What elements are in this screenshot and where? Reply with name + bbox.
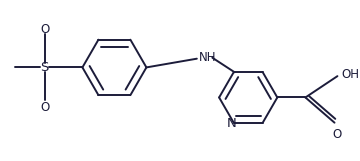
Text: OH: OH (341, 68, 359, 81)
Text: N: N (227, 117, 237, 130)
Text: O: O (40, 101, 49, 114)
Text: O: O (333, 128, 342, 141)
Text: NH: NH (199, 51, 216, 64)
Text: S: S (40, 61, 49, 74)
Text: O: O (40, 23, 49, 36)
